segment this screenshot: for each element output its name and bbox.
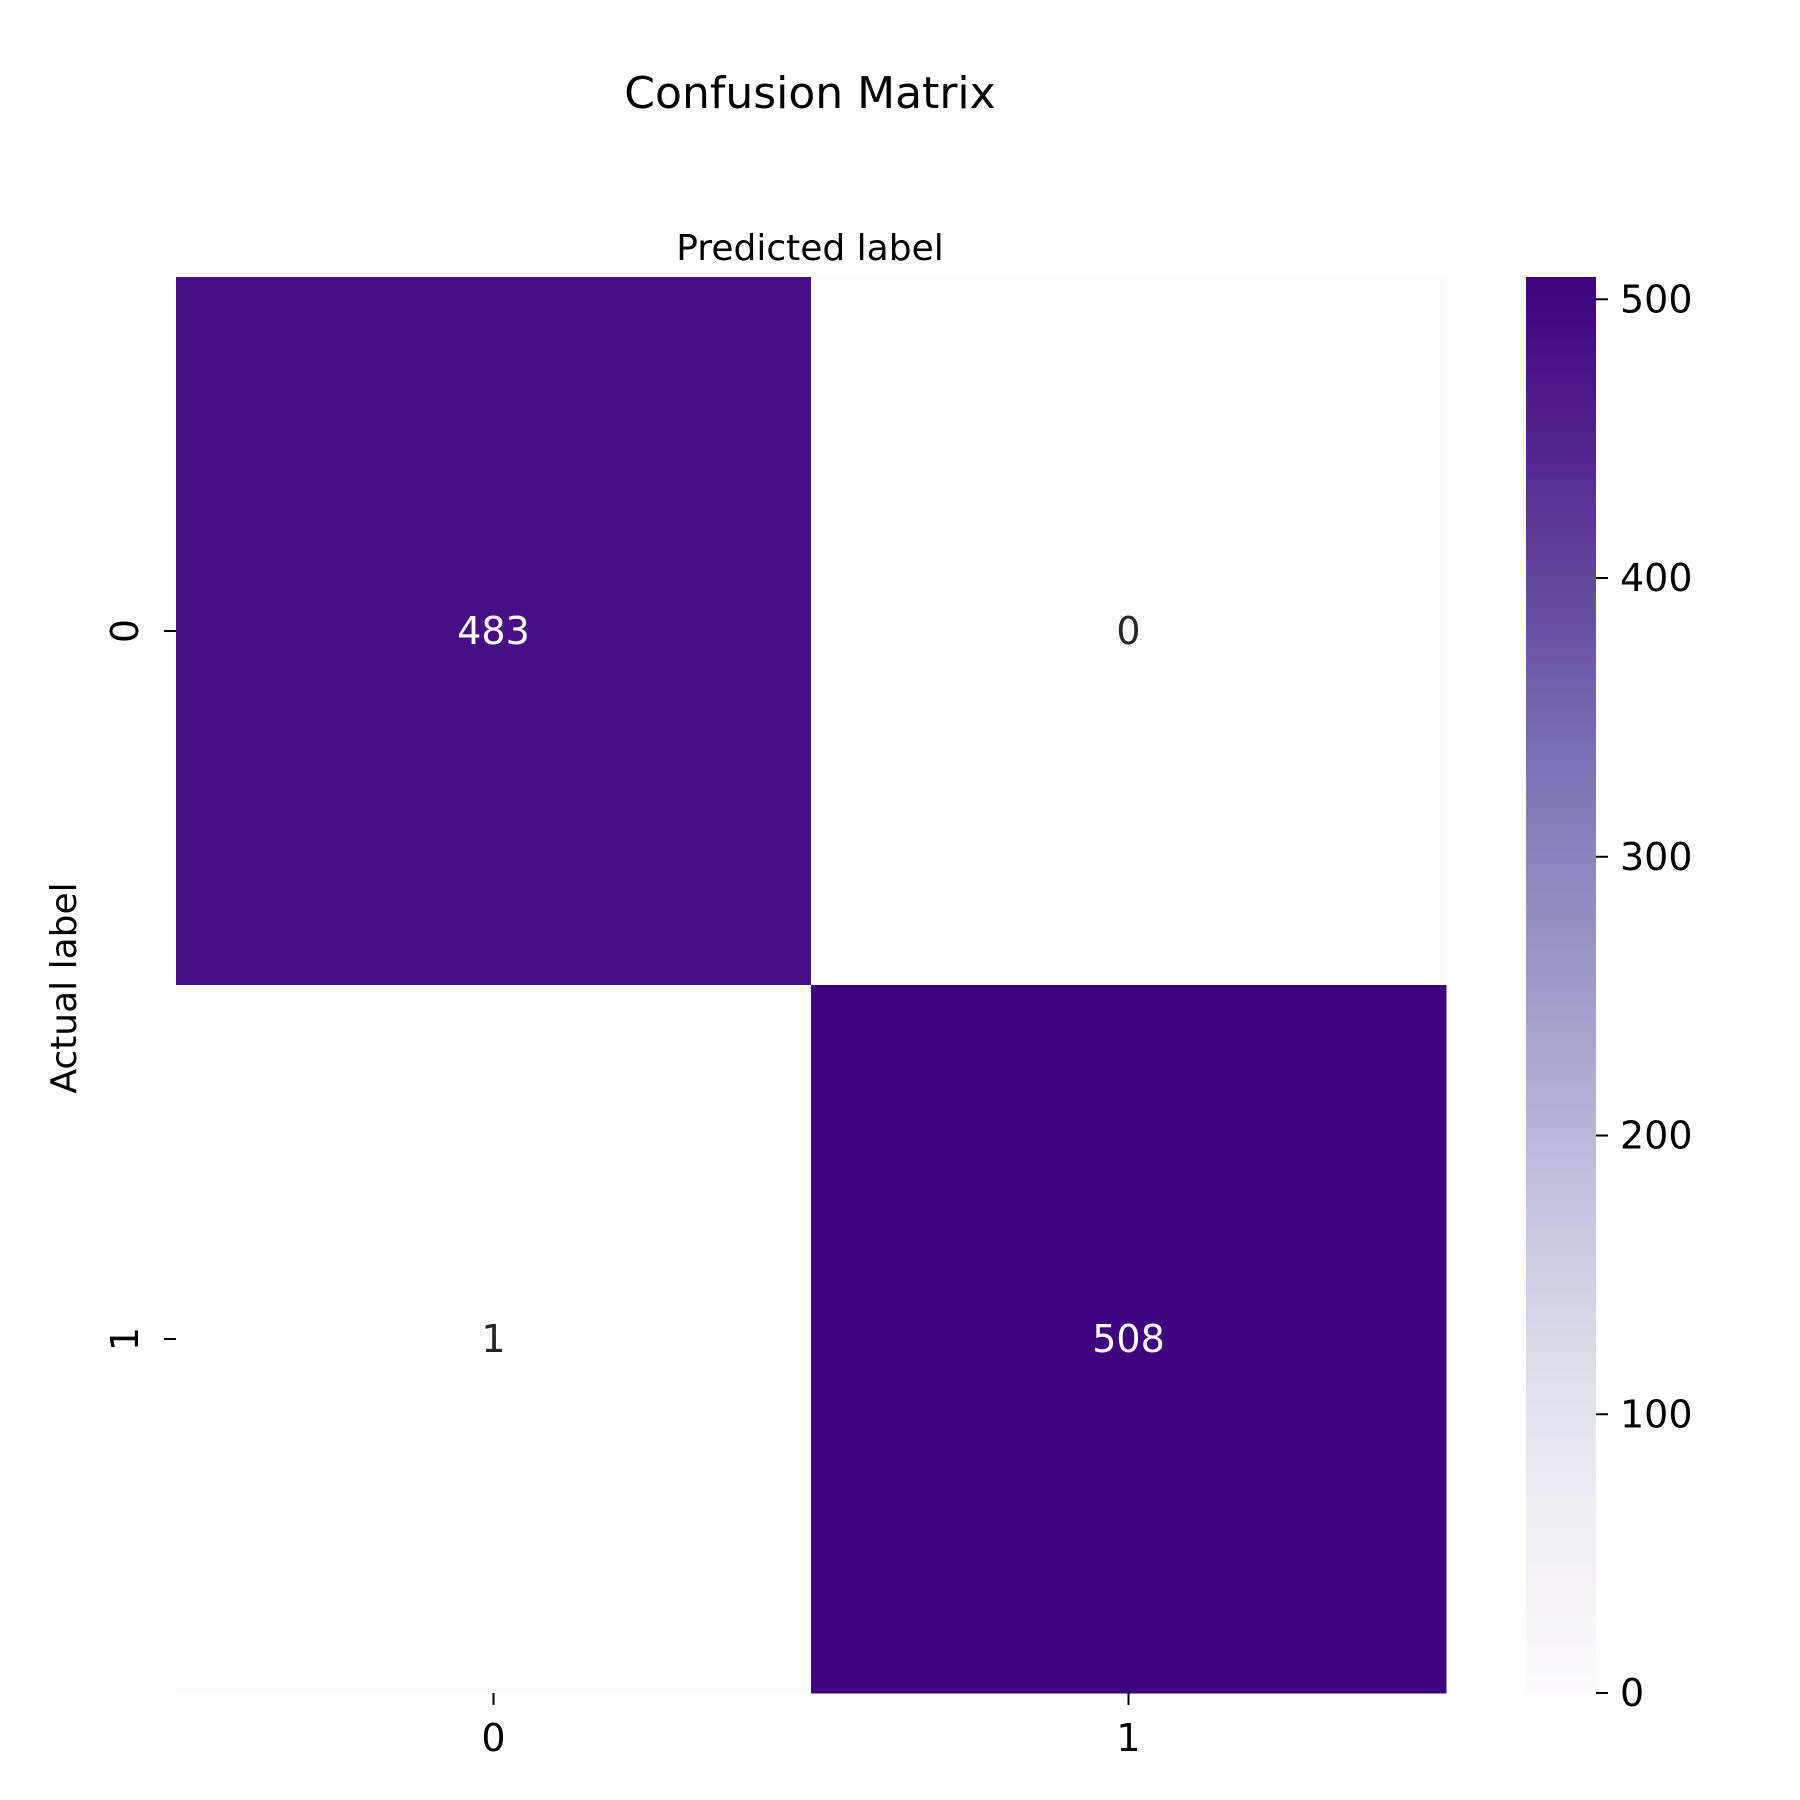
cell-value-r1-c0: 1 <box>481 1317 505 1361</box>
x-tick-label: 0 <box>481 1716 505 1760</box>
y-axis-ticks: 01 <box>103 619 176 1351</box>
heatmap-cell-r1-c0 <box>176 985 812 1694</box>
x-tick-label: 1 <box>1116 1716 1140 1760</box>
y-tick-label: 0 <box>103 619 147 643</box>
heatmap-cell-labels: 483 0 1 508 <box>457 609 1165 1361</box>
y-tick-label: 1 <box>103 1327 147 1351</box>
colorbar-tick-label: 300 <box>1620 835 1693 879</box>
heatmap-cell-r0-c0 <box>176 277 812 986</box>
cell-value-r1-c1: 508 <box>1092 1317 1165 1361</box>
cell-value-r0-c0: 483 <box>457 609 530 653</box>
cell-value-r0-c1: 0 <box>1116 609 1140 653</box>
y-axis-label: Actual label <box>44 882 85 1093</box>
colorbar-ticks: 0 100 200 300 400 500 <box>1596 277 1693 1715</box>
colorbar-tick-label: 0 <box>1620 1671 1644 1715</box>
chart-title: Confusion Matrix <box>624 68 995 119</box>
colorbar-tick-label: 200 <box>1620 1114 1693 1158</box>
heatmap-cells <box>176 277 1447 1694</box>
x-axis-label: Predicted label <box>676 228 944 269</box>
heatmap-cell-r0-c1 <box>811 277 1447 986</box>
colorbar-tick-label: 500 <box>1620 277 1693 321</box>
colorbar <box>1526 277 1596 1693</box>
heatmap-cell-r1-c1 <box>811 985 1447 1694</box>
colorbar-tick-label: 400 <box>1620 556 1693 600</box>
colorbar-tick-label: 100 <box>1620 1392 1693 1436</box>
